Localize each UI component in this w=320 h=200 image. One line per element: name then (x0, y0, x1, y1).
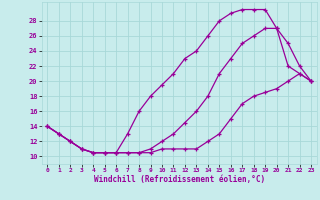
X-axis label: Windchill (Refroidissement éolien,°C): Windchill (Refroidissement éolien,°C) (94, 175, 265, 184)
